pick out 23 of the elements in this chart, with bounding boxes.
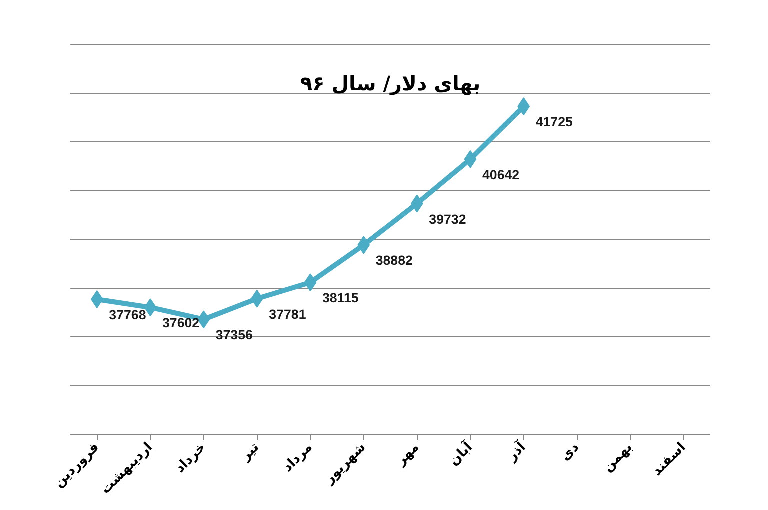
data-label: 38882: [376, 253, 413, 268]
x-tick-label: بهمن: [600, 440, 636, 476]
data-label: 38115: [322, 290, 360, 306]
x-tick-label: اسفند: [650, 440, 690, 480]
x-tick-label: مهر: [393, 440, 422, 470]
data-label: 37356: [216, 328, 253, 343]
data-label: 37602: [162, 316, 200, 331]
data-label: 40642: [482, 167, 520, 182]
x-tick-label: تیر: [238, 440, 262, 465]
data-label: 37781: [269, 306, 307, 322]
x-tick-label: آبان: [445, 438, 476, 470]
x-tick-label: دی: [558, 440, 583, 464]
point: [464, 150, 477, 168]
point: [304, 274, 317, 292]
chart-title: بهای دلار/ سال ۹۶: [300, 71, 481, 96]
data-label: 41725: [536, 114, 574, 130]
x-tick-label: خرداد: [172, 440, 210, 476]
x-tick-label: شهریور: [322, 440, 370, 488]
point: [144, 298, 157, 317]
data-label: 37768: [109, 308, 146, 323]
x-tick-label: مرداد: [280, 440, 316, 476]
x-tick-label: آذر: [502, 438, 530, 466]
data-label: 39732: [429, 212, 466, 227]
